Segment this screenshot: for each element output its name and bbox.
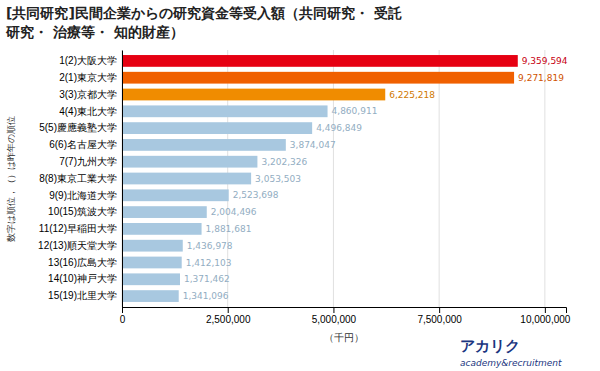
bar	[122, 223, 202, 235]
data-label: 2,004,496	[211, 207, 257, 217]
y-tick-label: 13(16)広島大学	[48, 257, 117, 268]
data-label: 9,359,594	[522, 56, 568, 66]
data-label: 3,202,326	[261, 157, 307, 167]
data-label: 9,271,819	[518, 73, 564, 83]
x-tick: 0	[120, 307, 126, 325]
y-tick-label: 9(9)北海道大学	[49, 189, 117, 200]
bar	[122, 189, 229, 201]
data-label: 1,412,103	[186, 258, 232, 268]
y-tick: 13(16)広島大学	[48, 257, 117, 268]
logo: アカリク academy&recruitment	[460, 337, 562, 368]
data-labels: 9,359,594 9,271,819 6,225,218 4,860,911 4,49…	[183, 56, 568, 301]
bar	[122, 257, 182, 269]
y-tick-label: 10(15)筑波大学	[48, 206, 117, 217]
y-tick: 5(5)慶應義塾大学	[39, 122, 117, 133]
bar	[122, 89, 385, 101]
y-tick-label: 5(5)慶應義塾大学	[39, 122, 117, 133]
y-tick: 4(4)東北大学	[59, 106, 117, 117]
y-tick-label: 15(19)北里大学	[48, 290, 117, 301]
x-tick: 10,000,000	[520, 307, 570, 325]
y-axis-line	[122, 51, 123, 308]
y-tick-label: 7(7)九州大学	[59, 156, 117, 167]
bar	[122, 122, 312, 134]
y-tick: 8(8)東京工業大学	[39, 173, 117, 184]
y-tick-label: 12(13)順天堂大学	[38, 240, 117, 251]
x-tick-label: 7,500,000	[417, 314, 462, 325]
y-tick: 10(15)筑波大学	[48, 206, 117, 217]
data-label: 4,496,849	[316, 123, 362, 133]
bar	[122, 273, 180, 285]
bar	[122, 290, 179, 302]
data-label: 1,436,978	[187, 241, 233, 251]
bar	[122, 55, 518, 67]
data-label: 2,523,698	[233, 190, 279, 200]
y-tick: 9(9)北海道大学	[49, 189, 117, 200]
grid	[122, 50, 545, 307]
x-tick-label: 5,000,000	[312, 314, 357, 325]
y-tick-label: 2(1)東京大学	[59, 72, 117, 83]
x-tick-label: 2,500,000	[206, 314, 251, 325]
x-tick-label: 0	[120, 314, 126, 325]
bar	[122, 206, 207, 218]
bar	[122, 240, 183, 252]
x-tick: 5,000,000	[312, 307, 357, 325]
x-tick: 2,500,000	[206, 307, 251, 325]
grid-line	[439, 50, 440, 307]
y-axis-title: 数字は順位，（）は昨年の順位	[6, 116, 16, 242]
data-label: 3,874,047	[290, 140, 336, 150]
data-label: 1,341,096	[183, 291, 229, 301]
x-axis-title: （千円）	[324, 332, 364, 343]
title: 研究・ 治療等・ 知的財産）	[5, 24, 184, 40]
y-tick-label: 1(2)大阪大学	[59, 55, 117, 66]
y-tick-label: 8(8)東京工業大学	[39, 173, 117, 184]
y-tick: 2(1)東京大学	[59, 72, 117, 83]
x-tick-mark	[333, 307, 334, 313]
grid-line	[544, 50, 545, 307]
data-label: 1,881,681	[206, 224, 252, 234]
data-label: 4,860,911	[332, 106, 378, 116]
x-tick: 7,500,000	[417, 307, 462, 325]
x-tick-mark	[545, 307, 546, 313]
chart: [共同研究]民間企業からの研究資金等受入額（共同研究・ 受託研究・ 治療等・ 知…	[0, 0, 600, 371]
y-tick-label: 4(4)東北大学	[59, 106, 117, 117]
grid-line	[122, 50, 123, 307]
x-tick-label: 10,000,000	[520, 314, 570, 325]
annotation: アカリク	[460, 337, 520, 355]
data-label: 3,053,503	[255, 174, 301, 184]
data-label: 6,225,218	[389, 90, 435, 100]
y-tick-label: 3(3)京都大学	[59, 89, 117, 100]
x-tick-mark	[228, 307, 229, 313]
x-tick-mark	[439, 307, 440, 313]
data-label: 1,371,462	[184, 274, 230, 284]
annotation: academy&recruitment	[460, 358, 562, 368]
y-tick: 7(7)九州大学	[59, 156, 117, 167]
y-tick: 11(12)早稲田大学	[39, 223, 117, 234]
bar	[122, 139, 286, 151]
bar	[122, 72, 514, 84]
y-tick: 6(6)名古屋大学	[49, 139, 117, 150]
bar	[122, 156, 257, 168]
y-tick-label: 14(10)神戸大学	[48, 273, 117, 284]
x-axis: 0 2,500,000 5,000,000 7,500,000 10,000,000	[120, 307, 571, 325]
y-axis: 1(2)大阪大学 2(1)東京大学 3(3)京都大学 4(4)東北大学 5(5)慶應義塾…	[38, 51, 122, 308]
x-tick-mark	[122, 307, 123, 313]
title: [共同研究]民間企業からの研究資金等受入額（共同研究・ 受託	[6, 5, 402, 21]
y-tick: 3(3)京都大学	[59, 89, 117, 100]
y-tick-label: 6(6)名古屋大学	[49, 139, 117, 150]
y-tick: 1(2)大阪大学	[59, 55, 117, 66]
bar	[122, 173, 251, 185]
bars	[122, 55, 518, 302]
x-axis-line	[123, 308, 567, 314]
y-tick: 15(19)北里大学	[48, 290, 117, 301]
bar	[122, 105, 328, 117]
y-tick-label: 11(12)早稲田大学	[39, 223, 117, 234]
y-tick: 12(13)順天堂大学	[38, 240, 117, 251]
grid-line	[333, 50, 334, 307]
y-tick: 14(10)神戸大学	[48, 273, 117, 284]
